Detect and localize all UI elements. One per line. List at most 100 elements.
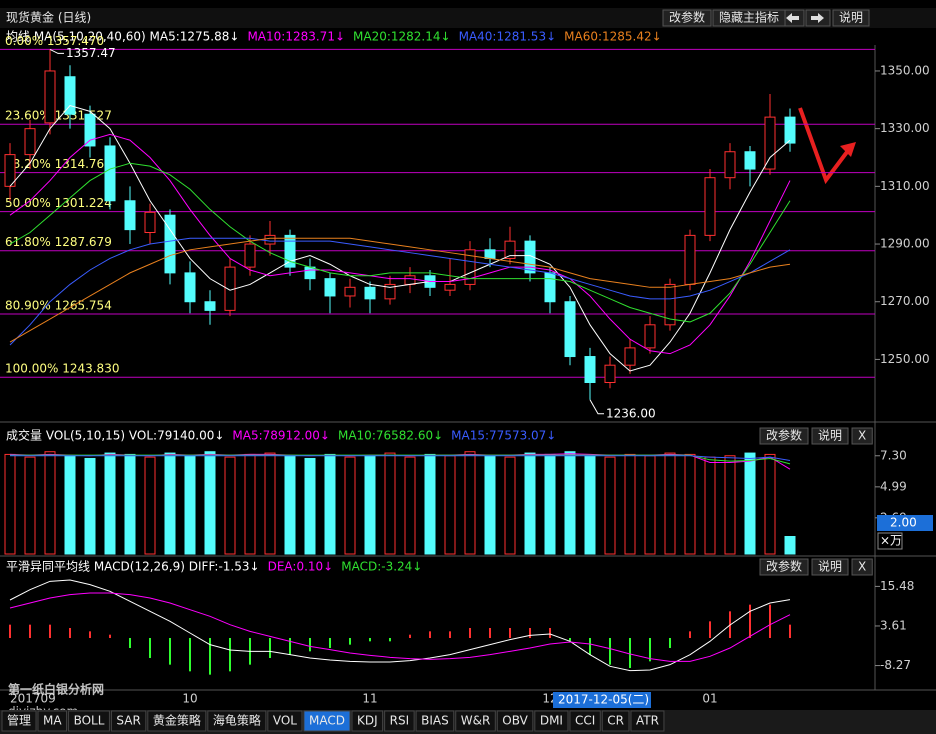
y-tick-label: 1270.00 xyxy=(880,294,930,308)
candle-body xyxy=(364,286,376,300)
candle-body xyxy=(124,200,136,231)
button-label: X xyxy=(858,429,866,443)
button-label: X xyxy=(858,560,866,574)
candle-body xyxy=(644,324,656,349)
candle-body xyxy=(184,272,196,303)
volume-bar xyxy=(4,453,16,555)
tab[interactable] xyxy=(147,710,207,732)
macd-histogram-bar xyxy=(789,624,791,638)
tab[interactable] xyxy=(496,710,534,732)
ma-line xyxy=(9,133,791,355)
indicator-readout: MA5:78912.00↓ xyxy=(232,429,330,443)
macd-histogram-bar xyxy=(89,631,91,638)
volume-bar xyxy=(484,455,496,555)
tab-label: KDJ xyxy=(357,714,378,728)
tab[interactable] xyxy=(630,710,665,732)
button-label: 说明 xyxy=(818,428,842,443)
volume-bar xyxy=(544,453,556,555)
right-arrow-icon xyxy=(811,13,824,23)
macd-histogram-bar xyxy=(569,638,571,642)
button[interactable] xyxy=(662,9,712,27)
annotation-leader xyxy=(589,399,604,415)
candle-body xyxy=(784,116,796,144)
button-label: 说明 xyxy=(818,559,842,574)
button[interactable] xyxy=(851,427,873,445)
candle-body xyxy=(504,240,516,259)
candle-body xyxy=(484,249,496,259)
tab[interactable] xyxy=(415,710,455,732)
tab[interactable] xyxy=(1,710,37,732)
button-label: 说明 xyxy=(839,10,863,25)
candle-body xyxy=(684,234,696,285)
tab[interactable] xyxy=(384,710,415,732)
candle-body xyxy=(444,283,456,291)
candle-body xyxy=(264,234,276,245)
volume-bar xyxy=(664,452,676,555)
indicator-readout: DEA:0.10↓ xyxy=(268,560,334,574)
tab[interactable] xyxy=(68,710,110,732)
volume-bar xyxy=(324,453,336,555)
tab[interactable] xyxy=(534,710,569,732)
candle-body xyxy=(384,283,396,300)
tab[interactable] xyxy=(351,710,384,732)
button[interactable] xyxy=(759,558,809,576)
candle-body xyxy=(24,128,36,156)
button[interactable] xyxy=(712,9,786,27)
left-arrow-icon xyxy=(786,13,799,23)
volume-bar xyxy=(24,456,36,555)
macd-histogram-bar xyxy=(389,638,391,642)
tab[interactable] xyxy=(37,710,68,732)
annotation-label: 1236.00 xyxy=(606,406,656,420)
tab[interactable] xyxy=(601,710,630,732)
window-title: 现货黄金 (日线) xyxy=(6,10,91,25)
button[interactable] xyxy=(811,427,849,445)
tab[interactable] xyxy=(110,710,147,732)
tab-label: 海龟策略 xyxy=(213,713,261,728)
tab[interactable] xyxy=(207,710,267,732)
tab-label: MACD xyxy=(309,714,345,728)
candle-body xyxy=(64,76,76,115)
candle-body xyxy=(764,116,776,170)
button[interactable] xyxy=(832,9,870,27)
volume-bar xyxy=(444,455,456,555)
volume-bar xyxy=(144,456,156,555)
volume-bar xyxy=(224,456,236,555)
volume-bar xyxy=(784,536,796,555)
x-tick-label: 201709 xyxy=(10,692,56,706)
candle-body xyxy=(304,266,316,280)
tab[interactable] xyxy=(569,710,601,732)
button-label: 改参数 xyxy=(766,428,802,443)
candle-body xyxy=(744,151,756,170)
button[interactable] xyxy=(759,427,809,445)
macd-histogram-bar xyxy=(9,624,11,638)
macd-histogram-bar xyxy=(189,638,191,672)
tab[interactable] xyxy=(267,710,303,732)
indicator-readout: MA20:1282.14↓ xyxy=(353,30,451,44)
unit-label: ×万 xyxy=(880,534,902,548)
indicator-readout: 均线 MA(5,10,20,40,60) MA5:1275.88↓ xyxy=(6,30,239,44)
button[interactable] xyxy=(851,558,873,576)
macd-histogram-bar xyxy=(109,634,111,638)
candle-body xyxy=(464,249,476,285)
indicator-readout: MACD:-3.24↓ xyxy=(341,560,422,574)
volume-bar xyxy=(124,453,136,555)
macd-histogram-bar xyxy=(469,628,471,638)
volume-bar xyxy=(104,452,116,555)
tab[interactable] xyxy=(303,710,351,732)
tab[interactable] xyxy=(455,710,496,732)
fib-label: 0.00% 1357.470 xyxy=(5,34,104,48)
y-tick-label: 1350.00 xyxy=(880,63,930,77)
macd-histogram-bar xyxy=(289,638,291,655)
fib-label: 80.90% 1265.754 xyxy=(5,298,112,312)
tab-label: BIAS xyxy=(421,714,449,728)
fib-label: 38.20% 1314.768 xyxy=(5,157,112,171)
candle-body xyxy=(104,145,116,202)
volume-bar xyxy=(524,452,536,555)
volume-bar xyxy=(584,455,596,555)
cursor-date-box xyxy=(553,692,651,708)
macd-histogram-bar xyxy=(209,638,211,675)
button[interactable] xyxy=(811,558,849,576)
macd-histogram-bar xyxy=(629,638,631,668)
tab-label: RSI xyxy=(390,714,410,728)
